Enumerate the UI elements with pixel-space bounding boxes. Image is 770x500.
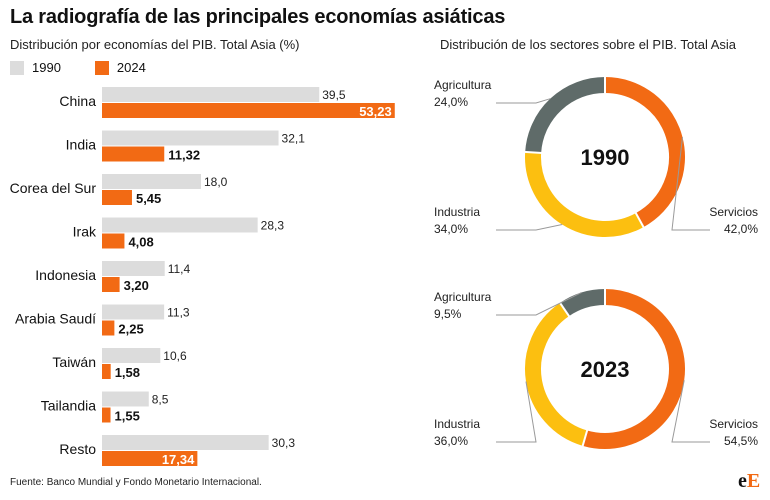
bar-1990-taiw-n bbox=[102, 348, 161, 363]
bar-value-1990-irak: 28,3 bbox=[261, 219, 285, 233]
category-label-taiw-n: Taiwán bbox=[52, 354, 96, 370]
donut-chart-1990: 1990 Servicios 42,0% Industria 34,0% Agricult… bbox=[434, 76, 758, 237]
donut-chart-2023: 2023 Servicios 54,5% Industria 36,0% Agricult… bbox=[434, 288, 758, 449]
legend: 1990 2024 bbox=[10, 60, 180, 75]
slice-name-agricultura-2023: Agricultura bbox=[434, 290, 492, 304]
donut-separator bbox=[558, 301, 571, 318]
slice-value-agricultura-2023: 9,5% bbox=[434, 307, 462, 321]
bar-1990-china bbox=[102, 87, 320, 102]
source-note: Fuente: Banco Mundial y Fondo Monetario … bbox=[10, 477, 262, 488]
category-label-india: India bbox=[66, 137, 97, 153]
bar-2024-corea-del-sur bbox=[102, 190, 132, 205]
bar-2024-irak bbox=[102, 233, 125, 249]
bar-value-1990-india: 32,1 bbox=[282, 132, 306, 146]
bar-chart-subtitle: Distribución por economías del PIB. Tota… bbox=[10, 37, 300, 52]
legend-swatch-1990 bbox=[10, 60, 24, 75]
bar-value-1990-resto: 30,3 bbox=[272, 436, 296, 450]
legend-item-2024: 2024 bbox=[94, 60, 146, 75]
bar-value-1990-china: 39,5 bbox=[322, 88, 346, 102]
slice-value-industria-2023: 36,0% bbox=[434, 434, 468, 448]
donut-center-label-2023: 2023 bbox=[581, 357, 630, 382]
donut-chart-subtitle: Distribución de los sectores sobre el PI… bbox=[440, 37, 737, 52]
donut-slice-industria-1990 bbox=[525, 151, 644, 237]
legend-swatch-2024 bbox=[94, 60, 109, 75]
bar-1990-arabia-saud- bbox=[102, 304, 165, 320]
category-label-china: China bbox=[59, 93, 96, 109]
leader-line-industria-2023 bbox=[496, 381, 537, 443]
bar-value-2024-tailandia: 1,55 bbox=[115, 409, 140, 424]
bar-1990-corea-del-sur bbox=[102, 174, 201, 189]
donut-center-label-1990: 1990 bbox=[581, 145, 630, 170]
slice-name-agricultura-1990: Agricultura bbox=[434, 78, 492, 92]
bar-value-2024-corea-del-sur: 5,45 bbox=[136, 191, 161, 206]
donut-slice-servicios-2023 bbox=[582, 289, 685, 449]
bar-2024-india bbox=[102, 146, 165, 162]
donut-separator bbox=[634, 211, 645, 229]
logo-E: E bbox=[746, 470, 761, 492]
donut-separator bbox=[524, 150, 543, 155]
slice-name-servicios-1990: Servicios bbox=[709, 205, 758, 219]
category-label-irak: Irak bbox=[73, 224, 97, 240]
bar-2024-tailandia bbox=[102, 407, 111, 423]
leader-line-servicios-2023 bbox=[671, 380, 710, 443]
category-label-arabia-saud-: Arabia Saudí bbox=[15, 311, 96, 327]
category-label-indonesia: Indonesia bbox=[35, 267, 96, 283]
legend-label-2024: 2024 bbox=[116, 60, 146, 75]
legend-label-1990: 1990 bbox=[32, 60, 61, 75]
bar-2024-resto bbox=[102, 451, 198, 466]
leader-line-industria-1990 bbox=[496, 224, 563, 231]
leader-line-servicios-1990 bbox=[671, 137, 710, 231]
bar-value-2024-resto: 17,34 bbox=[162, 452, 195, 467]
logo-e: e bbox=[738, 470, 747, 492]
slice-name-servicios-2023: Servicios bbox=[709, 417, 758, 431]
bar-1990-resto bbox=[102, 435, 269, 450]
bar-value-1990-taiw-n: 10,6 bbox=[163, 349, 187, 363]
bar-value-2024-china: 53,23 bbox=[359, 104, 392, 119]
slice-name-industria-1990: Industria bbox=[434, 205, 480, 219]
leader-line-agricultura-1990 bbox=[496, 98, 551, 104]
bar-1990-india bbox=[102, 130, 279, 146]
category-label-corea-del-sur: Corea del Sur bbox=[10, 180, 97, 196]
chart-title: La radiografía de las principales econom… bbox=[10, 6, 506, 28]
bar-value-1990-arabia-saud-: 11,3 bbox=[167, 306, 190, 320]
bar-1990-irak bbox=[102, 217, 258, 233]
bar-1990-tailandia bbox=[102, 391, 149, 407]
donut-slice-industria-2023 bbox=[525, 302, 588, 446]
leader-line-agricultura-2023 bbox=[496, 292, 582, 316]
donut-slice-servicios-1990 bbox=[604, 77, 685, 228]
brand-logo: eE bbox=[738, 470, 760, 493]
bar-value-1990-indonesia: 11,4 bbox=[168, 262, 191, 276]
bar-value-1990-tailandia: 8,5 bbox=[152, 393, 169, 407]
bar-value-2024-irak: 4,08 bbox=[128, 235, 153, 250]
bar-1990-indonesia bbox=[102, 261, 165, 276]
slice-value-servicios-1990: 42,0% bbox=[724, 222, 758, 236]
bar-value-2024-indonesia: 3,20 bbox=[124, 278, 149, 293]
legend-item-1990: 1990 bbox=[10, 60, 61, 75]
bar-2024-indonesia bbox=[102, 277, 120, 292]
bar-value-2024-arabia-saud-: 2,25 bbox=[118, 322, 143, 337]
slice-value-agricultura-1990: 24,0% bbox=[434, 95, 468, 109]
category-label-resto: Resto bbox=[59, 441, 96, 457]
bar-2024-arabia-saud- bbox=[102, 320, 115, 336]
bar-2024-china bbox=[102, 103, 395, 118]
category-label-tailandia: Tailandia bbox=[41, 398, 96, 414]
slice-name-industria-2023: Industria bbox=[434, 417, 480, 431]
donut-slice-agricultura-2023 bbox=[560, 289, 606, 317]
bar-value-1990-corea-del-sur: 18,0 bbox=[204, 175, 228, 189]
slice-value-servicios-2023: 54,5% bbox=[724, 434, 758, 448]
bar-value-2024-india: 11,32 bbox=[168, 148, 200, 163]
bar-2024-taiw-n bbox=[102, 364, 111, 379]
donut-separator bbox=[581, 429, 589, 448]
donut-slice-agricultura-1990 bbox=[525, 77, 606, 154]
bar-value-2024-taiw-n: 1,58 bbox=[115, 365, 140, 380]
slice-value-industria-1990: 34,0% bbox=[434, 222, 468, 236]
bar-chart: China 39,5 53,23 India 32,1 11,32 Corea del Su… bbox=[10, 87, 395, 467]
